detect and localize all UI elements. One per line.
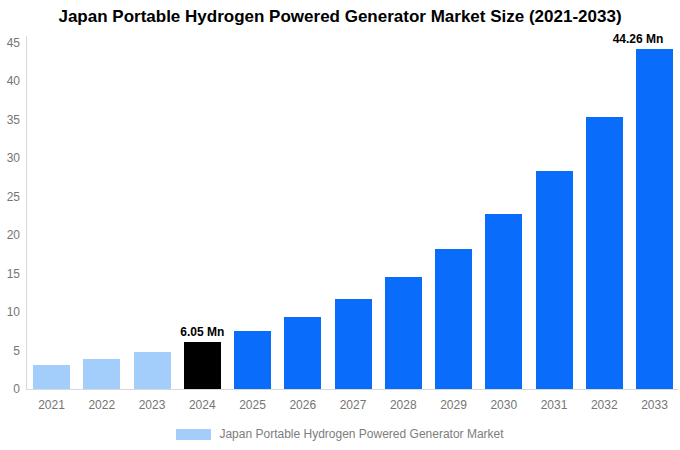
chart-page: Japan Portable Hydrogen Powered Generato… — [0, 0, 680, 450]
bar-2025[interactable] — [234, 331, 271, 389]
bar-2031[interactable] — [536, 171, 573, 389]
legend-swatch — [176, 429, 211, 440]
y-axis-label: 20 — [0, 229, 20, 241]
bar-2028[interactable] — [385, 277, 422, 389]
x-axis-label: 2029 — [429, 398, 479, 412]
x-axis-label: 2025 — [228, 398, 278, 412]
value-label-2033: 44.26 Mn — [598, 33, 678, 46]
y-axis-label: 40 — [0, 75, 20, 87]
y-axis-label: 45 — [0, 37, 20, 49]
x-axis-label: 2024 — [177, 398, 227, 412]
x-axis-label: 2030 — [479, 398, 529, 412]
x-axis-label: 2028 — [378, 398, 428, 412]
bar-2030[interactable] — [485, 214, 522, 389]
x-axis-label: 2027 — [328, 398, 378, 412]
y-axis-label: 0 — [0, 383, 20, 395]
bar-2021[interactable] — [33, 365, 70, 389]
value-label-2024: 6.05 Mn — [162, 326, 242, 339]
x-axis-label: 2026 — [278, 398, 328, 412]
bar-2024[interactable] — [184, 342, 221, 389]
y-axis-label: 35 — [0, 114, 20, 126]
bar-2033[interactable] — [636, 49, 673, 389]
y-axis-label: 10 — [0, 306, 20, 318]
x-axis-label: 2023 — [127, 398, 177, 412]
bar-chart: 051015202530354045 202120222023202420252… — [0, 0, 680, 450]
x-axis-line — [26, 389, 678, 390]
bar-2027[interactable] — [335, 299, 372, 389]
x-axis-label: 2022 — [77, 398, 127, 412]
bar-2023[interactable] — [134, 352, 171, 389]
y-axis-label: 30 — [0, 152, 20, 164]
y-axis-label: 25 — [0, 191, 20, 203]
bar-2029[interactable] — [435, 249, 472, 389]
y-axis-line — [26, 36, 27, 389]
bar-2026[interactable] — [284, 317, 321, 389]
x-axis-label: 2031 — [529, 398, 579, 412]
bar-2022[interactable] — [83, 359, 120, 389]
bar-2032[interactable] — [586, 117, 623, 389]
y-axis-label: 15 — [0, 268, 20, 280]
legend[interactable]: Japan Portable Hydrogen Powered Generato… — [0, 427, 680, 441]
x-axis-label: 2033 — [630, 398, 680, 412]
x-axis-label: 2021 — [27, 398, 77, 412]
x-axis-label: 2032 — [579, 398, 629, 412]
y-axis-label: 5 — [0, 345, 20, 357]
legend-label: Japan Portable Hydrogen Powered Generato… — [219, 427, 503, 441]
